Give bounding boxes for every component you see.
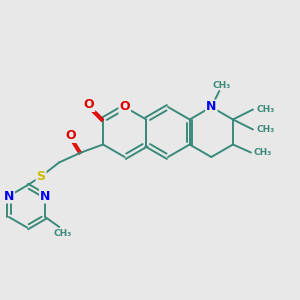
Text: N: N bbox=[4, 190, 14, 202]
Text: CH₃: CH₃ bbox=[257, 125, 275, 134]
Text: O: O bbox=[84, 98, 94, 111]
Text: CH₃: CH₃ bbox=[53, 229, 71, 238]
Text: O: O bbox=[66, 129, 76, 142]
Text: CH₃: CH₃ bbox=[254, 148, 272, 157]
Text: CH₃: CH₃ bbox=[257, 105, 275, 114]
Text: N: N bbox=[40, 190, 50, 202]
Text: S: S bbox=[37, 170, 46, 183]
Text: N: N bbox=[206, 100, 217, 113]
Text: CH₃: CH₃ bbox=[212, 82, 230, 91]
Text: O: O bbox=[119, 100, 130, 113]
